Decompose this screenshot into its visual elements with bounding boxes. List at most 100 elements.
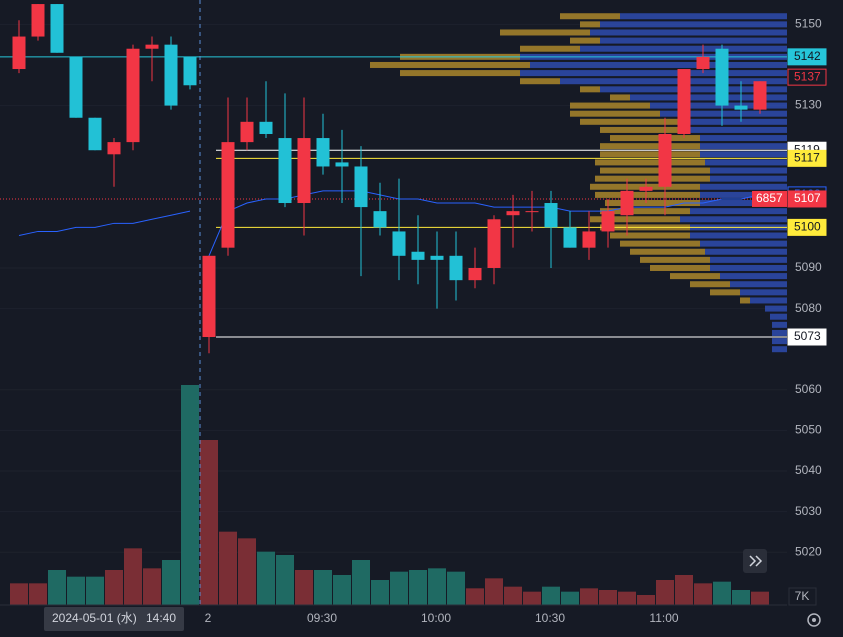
volume-bar bbox=[162, 560, 180, 605]
candle-body bbox=[468, 267, 482, 281]
volume-bar bbox=[409, 570, 427, 605]
candle-body bbox=[715, 48, 729, 106]
profile-bar bbox=[730, 281, 787, 288]
profile-bar bbox=[630, 94, 787, 101]
candle-body bbox=[487, 219, 501, 268]
volume-bar bbox=[732, 590, 750, 605]
profile-bar bbox=[710, 167, 787, 174]
volume-bar bbox=[618, 591, 636, 605]
profile-bar bbox=[560, 13, 620, 20]
profile-bar bbox=[520, 45, 580, 52]
profile-bar bbox=[680, 118, 787, 125]
volume-bar bbox=[48, 570, 66, 605]
price-tag: 6857 bbox=[756, 191, 783, 205]
candle-body bbox=[620, 190, 634, 216]
volume-bar bbox=[352, 560, 370, 605]
profile-bar bbox=[640, 256, 710, 263]
volume-label-box bbox=[788, 587, 817, 606]
volume-bar bbox=[713, 581, 731, 605]
price-label: 5100 bbox=[794, 220, 821, 234]
profile-bar bbox=[580, 86, 600, 93]
candle-body bbox=[12, 36, 26, 70]
profile-bar bbox=[700, 135, 787, 142]
profile-bar bbox=[700, 143, 787, 150]
scroll-button[interactable] bbox=[743, 549, 767, 573]
volume-bar bbox=[656, 580, 674, 605]
candle-body bbox=[335, 162, 349, 167]
profile-bar bbox=[590, 216, 680, 223]
volume-bar bbox=[751, 591, 769, 605]
candle-body bbox=[164, 44, 178, 106]
volume-bar bbox=[523, 591, 541, 605]
profile-bar bbox=[580, 45, 787, 52]
profile-bar bbox=[610, 135, 700, 142]
y-tick-label: 5030 bbox=[795, 504, 822, 518]
candle-body bbox=[639, 186, 653, 191]
volume-bar bbox=[295, 570, 313, 605]
profile-bar bbox=[610, 232, 690, 239]
candle-body bbox=[221, 142, 235, 248]
volume-axis-label: 7K bbox=[795, 589, 810, 603]
candle-body bbox=[373, 211, 387, 228]
profile-bar bbox=[772, 338, 787, 345]
candle-body bbox=[525, 211, 539, 213]
volume-bar bbox=[29, 583, 47, 605]
profile-bar bbox=[750, 297, 787, 304]
candle-body bbox=[107, 142, 121, 155]
profile-bar bbox=[570, 102, 650, 109]
volume-bar bbox=[238, 538, 256, 605]
crosshair-date: 2024-05-01 (水) bbox=[52, 611, 137, 625]
volume-bar bbox=[276, 555, 294, 605]
y-tick-label: 5020 bbox=[795, 544, 822, 558]
profile-bar bbox=[705, 248, 787, 255]
profile-bar bbox=[710, 289, 740, 296]
candle-body bbox=[88, 117, 102, 151]
candle-body bbox=[506, 211, 520, 216]
x-tick-label: 11:00 bbox=[649, 611, 678, 625]
volume-bar bbox=[124, 548, 142, 605]
profile-bar bbox=[680, 216, 787, 223]
profile-bar bbox=[600, 167, 710, 174]
candle-body bbox=[69, 56, 83, 118]
profile-bar bbox=[570, 37, 600, 44]
volume-bar bbox=[485, 578, 503, 605]
settings-button[interactable] bbox=[807, 613, 821, 627]
volume-bar bbox=[143, 568, 161, 605]
x-tick-label: 09:30 bbox=[307, 611, 337, 625]
profile-bar bbox=[370, 61, 530, 68]
profile-bar bbox=[765, 305, 787, 312]
price-label-box bbox=[787, 328, 827, 346]
y-tick-label: 5090 bbox=[795, 260, 822, 274]
y-tick-label: 5080 bbox=[795, 301, 822, 315]
profile-bar bbox=[700, 200, 787, 207]
profile-bar bbox=[700, 151, 787, 158]
profile-bar bbox=[600, 21, 787, 28]
crosshair-label-box bbox=[44, 607, 184, 631]
profile-bar bbox=[570, 110, 660, 117]
price-tag-box bbox=[752, 190, 787, 207]
candle-body bbox=[278, 138, 292, 204]
x-tick-label: 10:30 bbox=[535, 611, 565, 625]
profile-bar bbox=[400, 70, 520, 77]
candle-body bbox=[563, 227, 577, 248]
price-label-box bbox=[787, 48, 827, 66]
profile-bar bbox=[595, 191, 700, 198]
profile-bar bbox=[710, 256, 787, 263]
volume-profile bbox=[370, 13, 787, 353]
profile-bar bbox=[605, 200, 700, 207]
profile-bar bbox=[700, 191, 787, 198]
x-tick-label: 10:00 bbox=[421, 611, 451, 625]
profile-bar bbox=[770, 313, 787, 320]
y-tick-label: 5040 bbox=[795, 463, 822, 477]
profile-bar bbox=[600, 143, 700, 150]
volume-bar bbox=[675, 575, 693, 605]
price-label: 5137 bbox=[794, 69, 821, 83]
candle-body bbox=[544, 203, 558, 228]
profile-bar bbox=[700, 183, 787, 190]
profile-bar bbox=[630, 248, 705, 255]
candle-body bbox=[658, 133, 672, 187]
profile-bar bbox=[595, 175, 710, 182]
profile-bar bbox=[610, 94, 630, 101]
candle-body bbox=[449, 255, 463, 281]
